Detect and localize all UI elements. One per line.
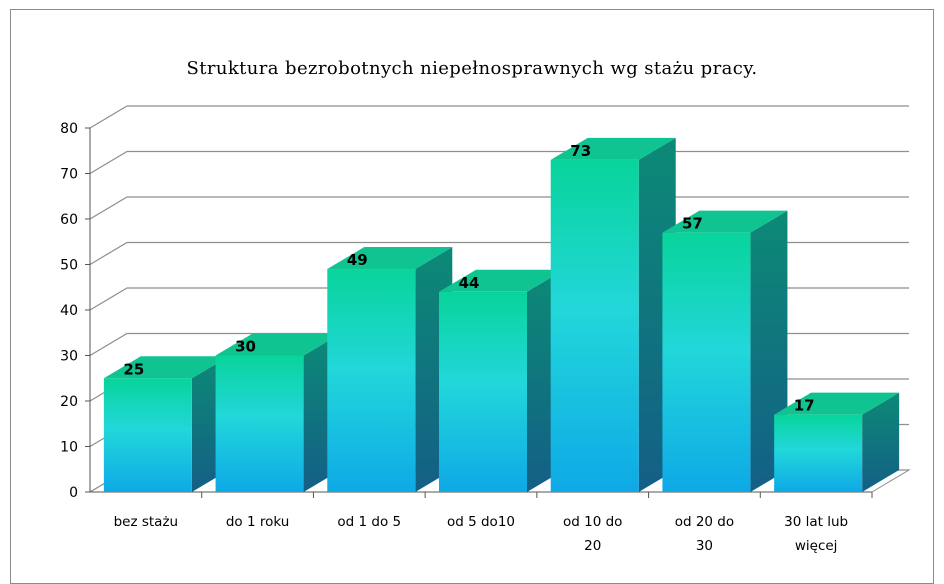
bar-top [103,356,229,379]
bar-front [103,378,192,492]
x-tick-label: od 10 do 20 [563,514,622,554]
bar [215,333,341,492]
data-label: 44 [459,274,480,292]
bar-front [439,291,527,492]
bar-top [439,269,564,292]
y-tick-label: 0 [69,485,78,501]
y-tick-label: 30 [60,349,78,365]
bar-top [550,137,676,160]
x-tick-label: od 5 do10 [447,514,515,530]
x-tick-label: do 1 roku [226,514,289,530]
y-tick-label: 50 [60,258,78,274]
bar-front [550,159,639,492]
bar [439,269,564,492]
bar-side [862,392,900,492]
gridline [89,150,909,175]
bar-front [327,269,416,492]
y-tick-label: 70 [60,167,78,183]
data-label: 30 [235,338,256,356]
y-tick-label: 20 [60,394,78,410]
data-label: 25 [123,360,144,378]
x-tick-label: od 20 do 30 [675,514,734,554]
bar-top [327,247,453,270]
data-label: 49 [347,251,368,269]
bar-front [662,232,751,492]
bar [103,356,229,492]
y-tick-label: 40 [60,303,78,319]
chart-title: Struktura bezrobotnych niepełnosprawnych… [186,58,758,79]
bar-front [774,414,863,492]
bar-top [774,392,900,415]
y-tick-label: 80 [60,121,78,137]
x-tick-label: bez stażu [114,514,179,530]
bar [327,247,453,492]
data-label: 57 [682,215,703,233]
gridline [89,105,909,129]
x-tick-label: od 1 do 5 [337,514,401,530]
y-tick-label: 10 [60,440,78,456]
data-label: 17 [794,397,815,415]
bar-top [662,210,788,233]
bar [774,392,900,492]
bar-top [215,333,341,356]
x-tick-label: 30 lat lub więcej [784,514,848,554]
bar-front [215,355,304,492]
data-label: 73 [570,142,591,160]
bar [662,210,788,492]
y-tick-label: 60 [60,212,78,228]
bar [550,137,676,492]
